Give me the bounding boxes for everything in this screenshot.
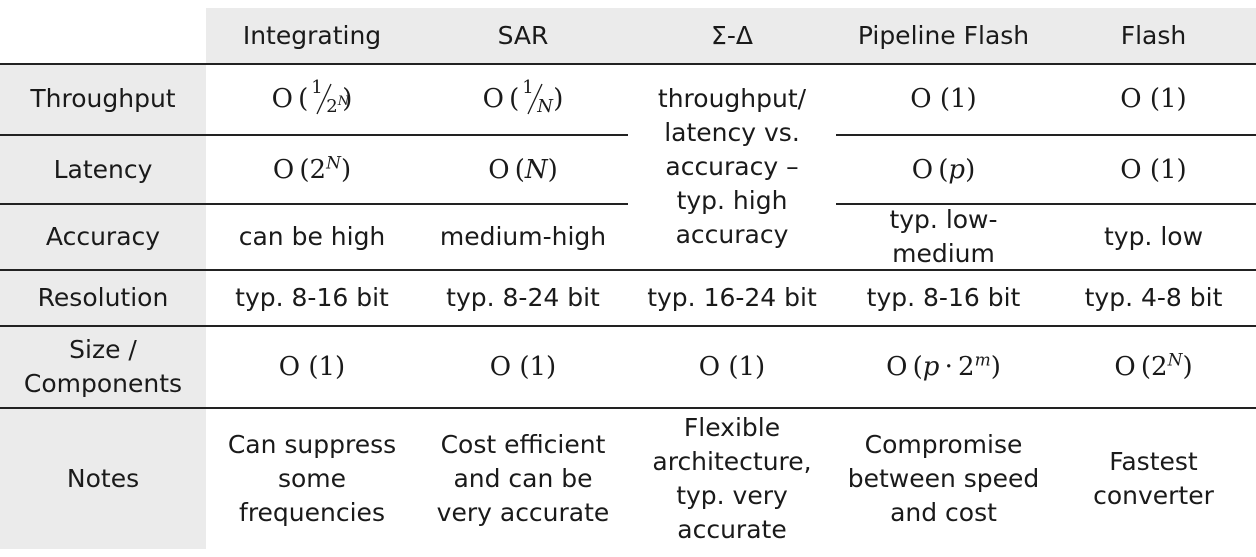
- rule-below-header: [0, 63, 1256, 65]
- rule-below-size: [0, 407, 1256, 409]
- header-blank: [0, 8, 206, 63]
- latency-integrating: O (2N): [272, 152, 352, 185]
- accuracy-flash: typ. low: [1103, 222, 1204, 251]
- notes-pipeline: Compromise between speed and cost: [847, 429, 1040, 527]
- row-header-throughput: Throughput: [30, 84, 176, 113]
- accuracy-pipeline: typ. low-medium: [889, 205, 998, 268]
- rule-below-throughput-right: [836, 134, 1256, 136]
- col-header-sar: SAR: [418, 8, 628, 63]
- rule-below-latency-right: [836, 203, 1256, 205]
- accuracy-integrating: can be high: [238, 222, 386, 251]
- rule-below-resolution: [0, 325, 1256, 327]
- resolution-flash: typ. 4-8 bit: [1084, 283, 1223, 312]
- latency-flash: O (1): [1120, 154, 1187, 185]
- notes-integrating: Can suppress some frequencies: [227, 429, 397, 527]
- size-flash: O (2N): [1114, 350, 1193, 382]
- latency-sar: O (N): [488, 154, 558, 185]
- size-integrating: O (1): [278, 352, 346, 382]
- row-header-accuracy: Accuracy: [45, 222, 161, 251]
- row-header-size: Size / Components: [23, 335, 183, 398]
- sigma-delta-merged-text: throughput/ latency vs. accuracy – typ. …: [657, 83, 807, 249]
- throughput-flash: O (1): [1120, 84, 1187, 114]
- col-header-integrating: Integrating: [206, 8, 418, 63]
- row-header-latency: Latency: [53, 154, 153, 184]
- size-sigma-delta: O (1): [698, 352, 766, 382]
- col-header-pipeline-flash: Pipeline Flash: [836, 8, 1051, 63]
- size-sar: O (1): [489, 352, 557, 382]
- col-header-sigma-delta: Σ-Δ: [628, 8, 836, 63]
- resolution-pipeline: typ. 8-16 bit: [866, 283, 1021, 312]
- throughput-integrating: O (1 2N): [271, 77, 353, 117]
- resolution-sar: typ. 8-24 bit: [446, 283, 600, 312]
- rule-below-throughput-left: [0, 134, 628, 136]
- throughput-sar: O (1 N): [482, 77, 564, 117]
- accuracy-sar: medium-high: [439, 222, 607, 251]
- rule-below-accuracy: [0, 269, 1256, 271]
- sigma-delta-merged-cell: throughput/ latency vs. accuracy – typ. …: [628, 63, 836, 270]
- size-pipeline: O (p · 2m): [886, 350, 1001, 382]
- latency-pipeline: O (p): [911, 154, 976, 185]
- rule-below-latency-left: [0, 203, 628, 205]
- throughput-pipeline: O (1): [910, 84, 977, 114]
- row-header-column: [0, 63, 206, 549]
- notes-sar: Cost efficient and can be very accurate: [436, 429, 610, 527]
- notes-sigma-delta: Flexible architecture, typ. very accurat…: [652, 412, 812, 544]
- notes-flash: Fastest converter: [1093, 446, 1214, 510]
- resolution-integrating: typ. 8-16 bit: [235, 283, 389, 312]
- resolution-sigma-delta: typ. 16-24 bit: [647, 283, 817, 312]
- col-header-flash: Flash: [1051, 8, 1256, 63]
- row-header-resolution: Resolution: [37, 283, 169, 312]
- row-header-notes: Notes: [66, 463, 140, 493]
